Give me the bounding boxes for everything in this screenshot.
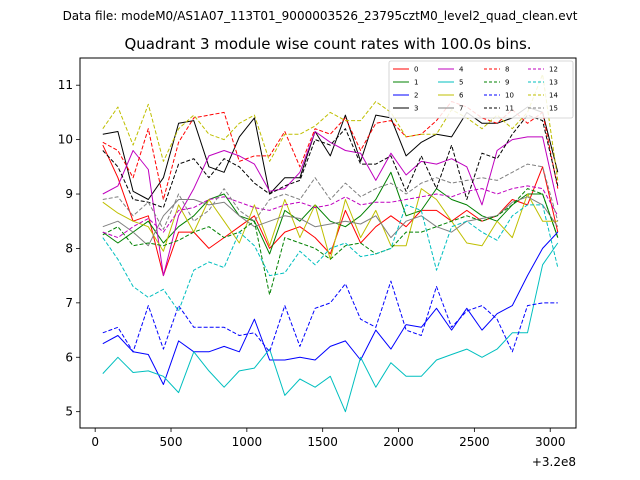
series-line-4 [102,131,559,277]
series-line-8 [102,101,559,200]
series-line-0 [102,144,559,277]
legend-label-4: 4 [459,66,464,74]
series-line-5 [102,242,559,413]
series-line-14 [102,73,559,181]
x-tick-label: 2000 [383,435,414,449]
legend-label-9: 9 [505,79,509,87]
x-tick-label: 500 [160,435,183,449]
x-tick-label: 1000 [232,435,263,449]
legend-label-13: 13 [549,79,558,87]
y-tick-label: 7 [65,296,73,310]
y-tick-label: 8 [65,241,73,255]
legend-label-2: 2 [414,92,418,100]
legend-label-3: 3 [414,105,418,113]
legend-label-6: 6 [459,92,464,100]
legend-label-8: 8 [505,66,509,74]
x-tick-label: 0 [91,435,99,449]
series-line-3 [102,106,559,200]
legend-label-5: 5 [459,79,463,87]
x-tick-label: 3000 [535,435,566,449]
series-line-2 [102,231,559,385]
series-line-9 [102,188,559,296]
chart-title: Quadrant 3 module wise count rates with … [124,35,531,53]
legend-label-11: 11 [505,105,514,113]
legend-label-10: 10 [505,92,514,100]
series-line-15 [102,163,559,230]
series-line-13 [102,204,559,312]
y-tick-label: 10 [58,133,73,147]
x-tick-label: 1500 [307,435,338,449]
x-tick-label: 2500 [459,435,490,449]
plot-frame [79,57,577,429]
legend-label-7: 7 [459,105,463,113]
plot-area [80,58,576,428]
y-tick-label: 5 [65,405,73,419]
series-layer [102,73,559,413]
y-tick-label: 6 [65,350,73,364]
series-line-1 [102,171,559,255]
chart-suptitle: Data file: modeM0/AS1A07_113T01_90000035… [63,9,578,23]
series-line-7 [102,196,559,247]
y-tick-label: 11 [58,78,73,92]
legend-frame [388,60,574,119]
x-axis: 0 500 1000 1500 2000 2500 3000 [91,428,565,449]
legend-label-15: 15 [549,105,558,113]
y-tick-label: 9 [65,187,73,201]
x-offset-label: +3.2e8 [532,455,576,469]
y-axis: 5 6 7 8 9 10 11 [58,78,80,419]
legend-label-12: 12 [549,66,558,74]
legend-label-1: 1 [414,79,418,87]
legend-label-14: 14 [549,92,558,100]
legend-label-0: 0 [414,66,418,74]
series-line-11 [102,114,559,209]
series-line-12 [102,185,559,239]
